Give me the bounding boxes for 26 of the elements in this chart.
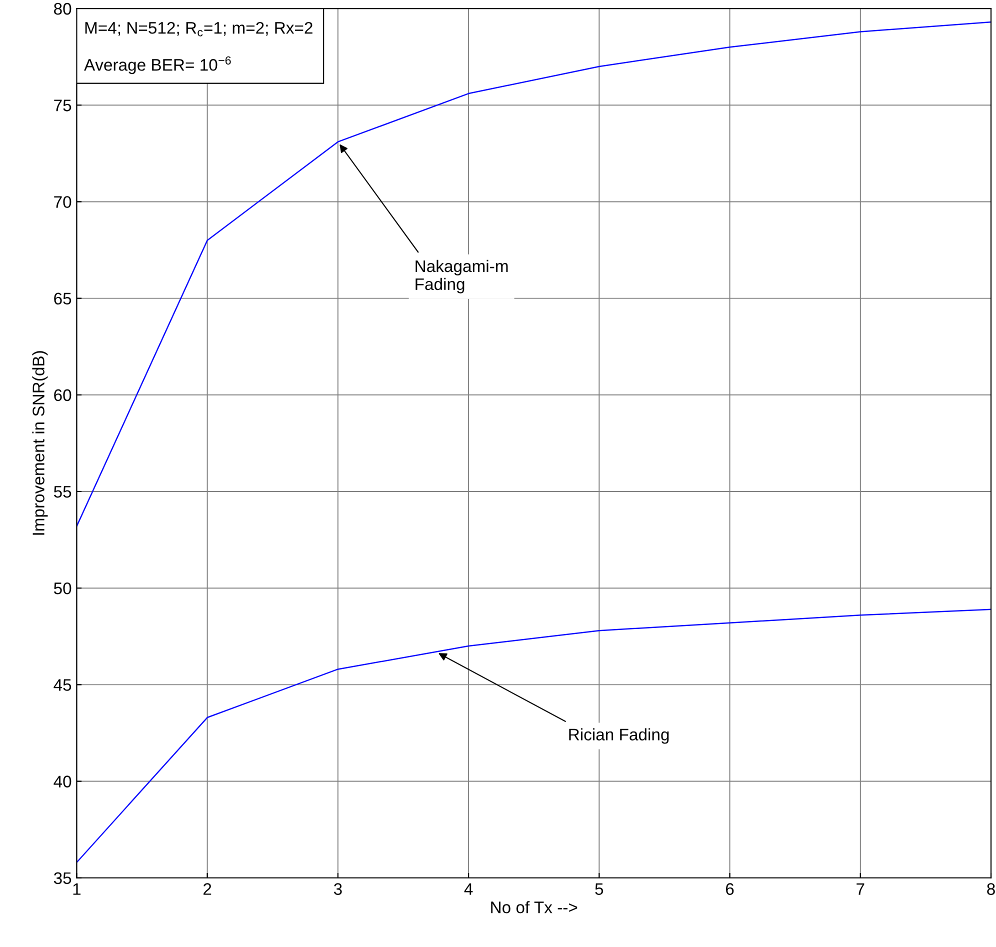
y-tick-label: 70	[54, 196, 72, 208]
x-tick-label: 3	[334, 883, 342, 895]
y-axis-title: Improvement in SNR(dB)	[32, 351, 48, 535]
y-tick-label: 65	[54, 292, 72, 305]
y-tick-label: 60	[54, 389, 72, 402]
annotation: Rician Fading	[569, 728, 669, 744]
line-series	[76, 608, 992, 864]
y-tick-label: 75	[54, 100, 72, 112]
y-tick-label: 55	[54, 486, 72, 498]
annotation: M=4; N=512; R$_{c}$=1; m=2; Rx=2	[85, 22, 312, 36]
y-tick-label: 40	[54, 776, 72, 788]
x-tick-label: 6	[726, 883, 734, 895]
annotation: Nakagami-m Fading	[416, 260, 508, 294]
x-tick-label: 5	[595, 883, 604, 895]
y-tick-label: 35	[54, 872, 72, 884]
x-tick-label: 1	[73, 883, 81, 895]
y-tick-label: 50	[54, 582, 72, 594]
x-tick-label: 8	[987, 883, 995, 895]
line-series	[76, 21, 992, 527]
y-tick-label: 80	[54, 2, 72, 15]
x-tick-label: 2	[204, 883, 212, 895]
y-tick-label: 45	[54, 679, 72, 691]
x-axis-title: No of Tx -->	[491, 901, 578, 914]
x-tick-label: 7	[856, 883, 864, 895]
annotation: Average BER= 10$^{−6}$	[84, 56, 231, 74]
x-tick-label: 4	[464, 883, 473, 895]
